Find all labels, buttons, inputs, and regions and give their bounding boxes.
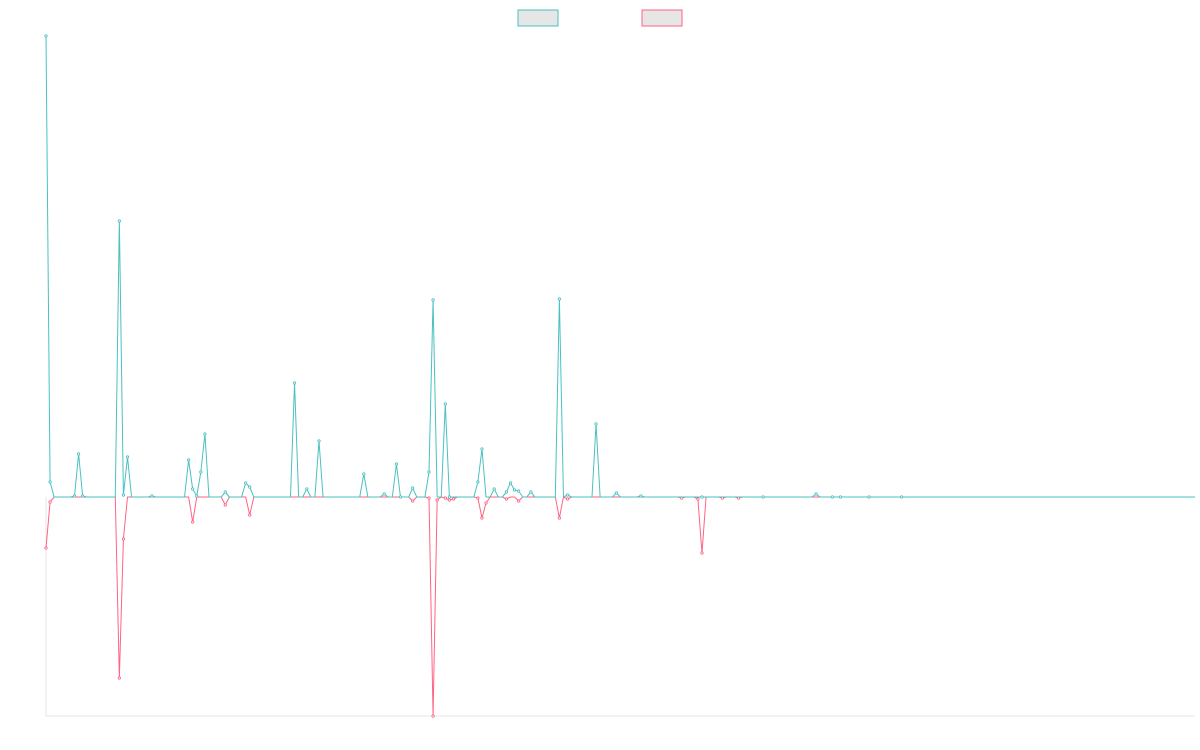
data-point — [199, 470, 203, 474]
data-point — [838, 495, 843, 499]
data-point — [900, 495, 904, 499]
data-point — [411, 499, 415, 503]
data-point — [195, 494, 199, 498]
data-point — [484, 501, 488, 505]
legend — [517, 9, 683, 27]
data-point — [565, 493, 570, 497]
data-point — [427, 470, 431, 474]
data-point — [431, 714, 435, 718]
data-point — [447, 495, 451, 499]
data-point — [292, 381, 297, 385]
data-point — [394, 462, 398, 466]
data-point — [72, 494, 77, 498]
data-point — [248, 513, 252, 517]
data-point — [81, 494, 85, 498]
data-point — [121, 493, 126, 497]
data-point — [476, 480, 480, 484]
data-point — [427, 496, 431, 500]
data-point — [117, 219, 121, 223]
data-point — [508, 481, 513, 485]
data-point — [476, 496, 480, 500]
data-point — [517, 489, 521, 493]
data-point — [150, 494, 154, 498]
data-point — [435, 498, 439, 502]
data-point — [512, 488, 517, 492]
data-point — [492, 487, 496, 491]
series-group — [44, 34, 1195, 718]
data-point — [362, 472, 366, 476]
data-point — [431, 298, 435, 302]
data-point — [187, 458, 191, 462]
data-point — [44, 34, 48, 38]
data-point — [867, 495, 871, 499]
data-point — [451, 497, 456, 501]
data-point — [223, 490, 227, 494]
series-line-2 — [45, 496, 1195, 717]
data-point — [814, 492, 818, 496]
data-point — [244, 481, 248, 485]
data-point — [504, 497, 509, 501]
data-point — [317, 439, 321, 443]
data-point — [203, 432, 207, 436]
axes — [45, 497, 1195, 717]
data-point — [517, 499, 521, 503]
data-point — [305, 487, 309, 491]
data-point — [382, 492, 386, 496]
data-point — [761, 495, 765, 499]
legend-swatch-2[interactable] — [641, 9, 683, 27]
data-point — [557, 297, 561, 301]
data-point — [223, 503, 227, 507]
data-point — [77, 452, 81, 456]
data-point — [121, 537, 126, 541]
data-point — [529, 490, 533, 494]
data-point — [594, 422, 598, 426]
data-point — [504, 490, 509, 494]
legend-swatch-1[interactable] — [517, 9, 559, 27]
data-point — [398, 495, 403, 499]
data-point — [191, 520, 195, 524]
data-point — [557, 516, 561, 520]
data-point — [700, 551, 704, 555]
data-point — [480, 447, 484, 451]
data-point — [639, 494, 643, 498]
data-point — [248, 485, 252, 489]
data-point — [480, 516, 484, 520]
data-point — [614, 491, 619, 495]
data-point — [700, 495, 704, 499]
data-point — [411, 486, 415, 490]
data-point — [443, 496, 447, 500]
series-line-1 — [45, 35, 1195, 498]
data-point — [191, 487, 195, 491]
data-point — [48, 480, 52, 484]
data-point — [696, 497, 700, 501]
data-point — [44, 546, 48, 550]
data-point — [48, 500, 52, 504]
data-point — [447, 498, 451, 502]
data-point — [830, 495, 834, 499]
data-point — [125, 455, 130, 459]
data-point — [443, 402, 447, 406]
data-point — [565, 497, 570, 501]
data-point — [117, 676, 121, 680]
